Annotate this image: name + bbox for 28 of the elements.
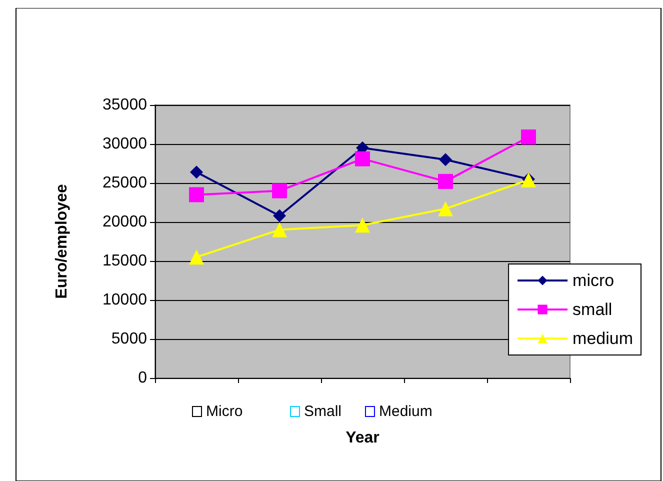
point bbox=[273, 209, 286, 222]
y-tick-label: 15000 bbox=[102, 252, 148, 270]
legend-label: small bbox=[572, 300, 612, 319]
point bbox=[355, 151, 370, 166]
text: Micro bbox=[206, 403, 243, 420]
point bbox=[189, 187, 204, 202]
point bbox=[438, 174, 453, 189]
y-tick-label: 30000 bbox=[102, 136, 148, 152]
point bbox=[189, 250, 204, 265]
x-axis-title: Year bbox=[346, 430, 380, 446]
y-axis-title: Euro/employee bbox=[54, 184, 70, 299]
text: Small bbox=[304, 403, 342, 420]
text: Medium bbox=[379, 403, 432, 420]
point bbox=[190, 166, 203, 179]
y-tick-label: 0 bbox=[138, 370, 148, 386]
point bbox=[521, 129, 536, 144]
point bbox=[272, 183, 287, 198]
y-tick-label: 5000 bbox=[111, 330, 148, 348]
y-tick-label: 25000 bbox=[102, 174, 148, 192]
point bbox=[439, 153, 452, 166]
y-tick-label: 20000 bbox=[102, 214, 148, 230]
point bbox=[355, 218, 370, 233]
legend-label: medium bbox=[572, 329, 634, 348]
legend-label: micro bbox=[572, 271, 614, 290]
y-tick-label: 35000 bbox=[102, 96, 148, 114]
point bbox=[272, 222, 287, 238]
y-tick-label: 10000 bbox=[102, 292, 148, 308]
point bbox=[438, 201, 453, 216]
